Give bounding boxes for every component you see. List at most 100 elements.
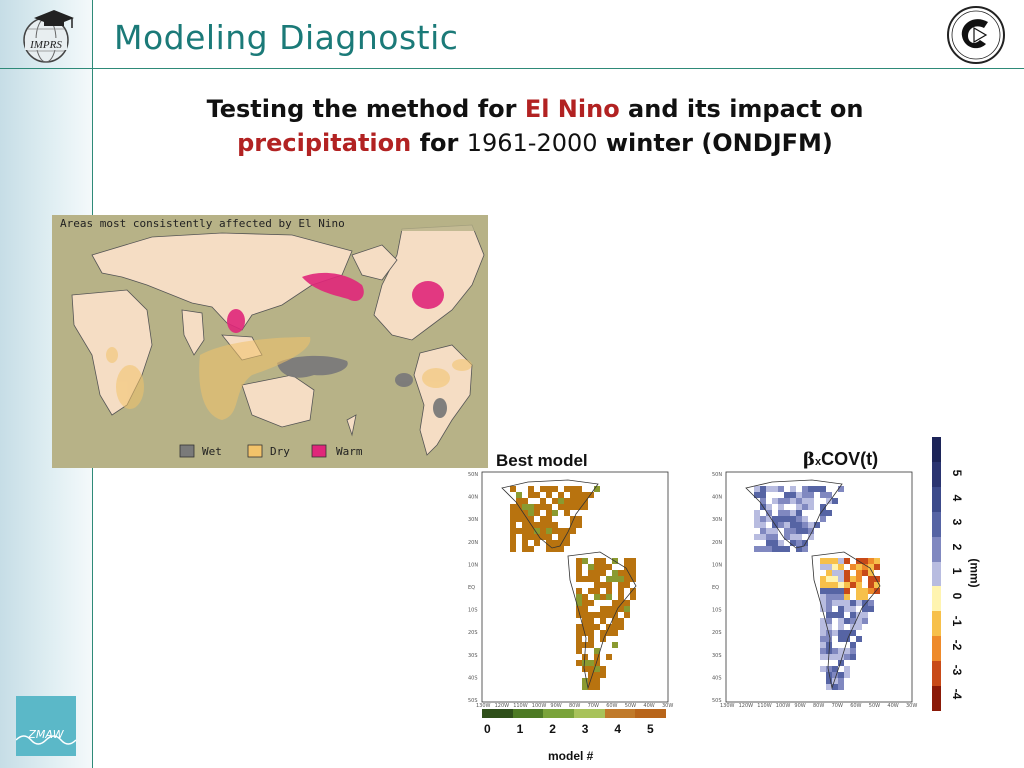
cov-grid-cell <box>796 492 802 498</box>
imprs-logo-text: IMPRS <box>29 39 62 51</box>
cov-grid-cell <box>754 492 760 498</box>
cov-lat-label: 40S <box>712 675 722 681</box>
best-grid-cell <box>564 528 570 534</box>
cov-grid-cell <box>808 492 814 498</box>
best-grid-cell <box>576 660 582 666</box>
model-tick-label: 5 <box>647 722 654 736</box>
best-grid-cell <box>588 630 594 636</box>
cov-grid-cell <box>874 576 880 582</box>
best-grid-cell <box>594 558 600 564</box>
best-grid-cell <box>594 612 600 618</box>
legend-dry-swatch <box>247 444 263 458</box>
best-grid-cell <box>576 492 582 498</box>
cov-grid-cell <box>844 654 850 660</box>
model-colorbar-segment <box>482 709 513 718</box>
best-grid-cell <box>546 546 552 552</box>
cov-grid-cell <box>820 558 826 564</box>
cov-grid-cell <box>832 612 838 618</box>
cov-grid-cell <box>856 570 862 576</box>
best-grid-cell <box>528 486 534 492</box>
subtitle-el-nino: El Nino <box>524 95 620 123</box>
cov-grid-cell <box>856 582 862 588</box>
best-grid-cell <box>630 576 636 582</box>
best-grid-cell <box>582 618 588 624</box>
best-grid-cell <box>534 504 540 510</box>
cov-grid-cell <box>844 594 850 600</box>
cov-grid-cell <box>826 684 832 690</box>
cov-grid-cell <box>832 648 838 654</box>
cov-grid-cell <box>826 510 832 516</box>
cov-grid-cell <box>844 582 850 588</box>
cov-colorbar-segment <box>932 486 941 512</box>
best-grid-cell <box>606 576 612 582</box>
cov-grid-cell <box>754 510 760 516</box>
best-grid-cell <box>534 540 540 546</box>
model-colorbar-segment <box>635 709 667 718</box>
best-lon-label: 60W <box>606 703 617 708</box>
best-grid-cell <box>582 666 588 672</box>
best-grid-cell <box>600 630 606 636</box>
best-grid-cell <box>588 564 594 570</box>
best-grid-cell <box>600 666 606 672</box>
best-grid-cell <box>564 540 570 546</box>
cov-grid-cell <box>814 486 820 492</box>
best-grid-cell <box>618 588 624 594</box>
cov-grid-cell <box>856 576 862 582</box>
best-grid-cell <box>618 624 624 630</box>
best-grid-cell <box>630 570 636 576</box>
best-grid-cell <box>516 510 522 516</box>
best-grid-cell <box>552 498 558 504</box>
best-grid-cell <box>612 576 618 582</box>
best-grid-cell <box>558 546 564 552</box>
best-grid-cell <box>588 636 594 642</box>
best-grid-cell <box>600 672 606 678</box>
cov-tick-label: 3 <box>950 518 964 526</box>
best-lat-label: 20S <box>468 630 478 636</box>
cov-grid-cell <box>802 492 808 498</box>
cov-grid-cell <box>784 510 790 516</box>
cov-label: βxCOV(t) <box>803 449 878 470</box>
cov-grid-cell <box>796 498 802 504</box>
best-grid-cell <box>522 522 528 528</box>
cov-grid-cell <box>832 666 838 672</box>
best-grid-cell <box>594 660 600 666</box>
best-grid-cell <box>594 564 600 570</box>
cov-grid-cell <box>844 672 850 678</box>
cov-colorbar-segment <box>932 511 941 537</box>
best-lon-label: 40W <box>643 703 654 708</box>
cov-grid-cell <box>778 546 784 552</box>
cov-grid-cell <box>820 642 826 648</box>
cov-grid-cell <box>844 666 850 672</box>
cov-grid-cell <box>820 618 826 624</box>
cov-grid-cell <box>868 576 874 582</box>
cov-grid-cell <box>838 654 844 660</box>
best-grid-cell <box>546 486 552 492</box>
cov-grid-cell <box>820 654 826 660</box>
cov-grid-cell <box>772 534 778 540</box>
best-lon-label: 120W <box>495 703 510 708</box>
cov-grid-cell <box>856 588 862 594</box>
cov-grid-cell <box>754 486 760 492</box>
cov-grid-cell <box>784 534 790 540</box>
best-lon-label: 70W <box>588 703 599 708</box>
best-grid-cell <box>516 516 522 522</box>
best-model-label: Best model <box>494 451 590 471</box>
cov-grid-cell <box>868 570 874 576</box>
cov-grid-cell <box>838 558 844 564</box>
cov-grid-cell <box>856 636 862 642</box>
cov-grid-cell <box>844 600 850 606</box>
model-tick-label: 0 <box>484 722 491 736</box>
cov-lat-label: 40N <box>712 495 722 501</box>
cov-grid-cell <box>820 576 826 582</box>
best-grid-cell <box>540 486 546 492</box>
best-grid-cell <box>606 594 612 600</box>
cov-grid-cell <box>826 576 832 582</box>
cov-grid-cell <box>838 582 844 588</box>
best-grid-cell <box>576 558 582 564</box>
best-grid-cell <box>582 678 588 684</box>
best-lat-label: 10S <box>468 608 478 614</box>
best-grid-cell <box>576 522 582 528</box>
cov-grid-cell <box>784 528 790 534</box>
cov-grid-cell <box>826 564 832 570</box>
best-grid-cell <box>576 642 582 648</box>
